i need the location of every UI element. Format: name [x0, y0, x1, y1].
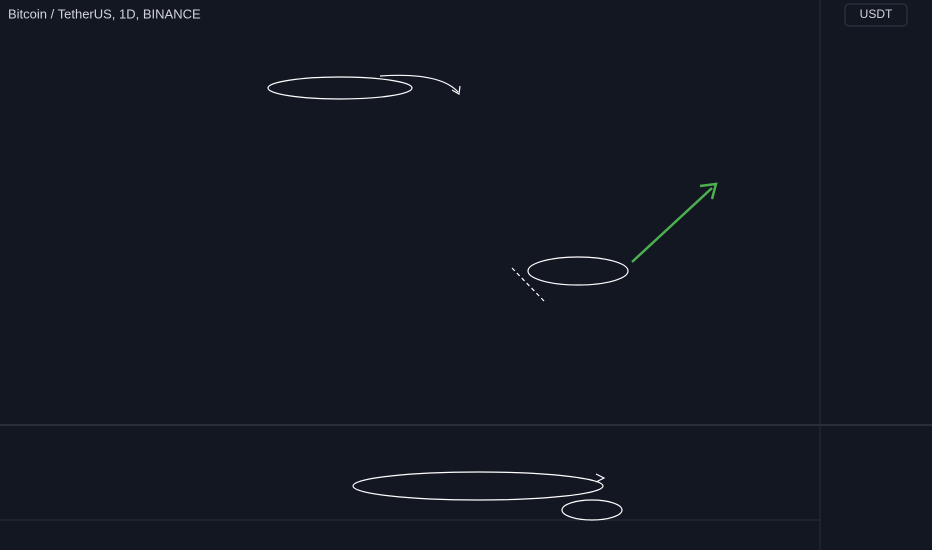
annotations	[267, 74, 629, 521]
ellipse	[527, 256, 629, 286]
arrow-head	[699, 182, 718, 200]
curved-arrow	[379, 74, 459, 93]
arrow-shaft	[631, 187, 713, 263]
ellipse	[561, 499, 623, 521]
ellipse	[267, 76, 413, 100]
currency: USDT	[860, 7, 893, 21]
arrow-head	[595, 473, 606, 483]
ellipse	[352, 471, 604, 501]
chart-title: Bitcoin / TetherUS, 1D, BINANCE	[8, 6, 201, 21]
currency-box[interactable]	[844, 3, 908, 27]
arrow-head	[451, 85, 461, 95]
dashed-line	[511, 267, 546, 303]
green-arrow	[631, 182, 718, 263]
